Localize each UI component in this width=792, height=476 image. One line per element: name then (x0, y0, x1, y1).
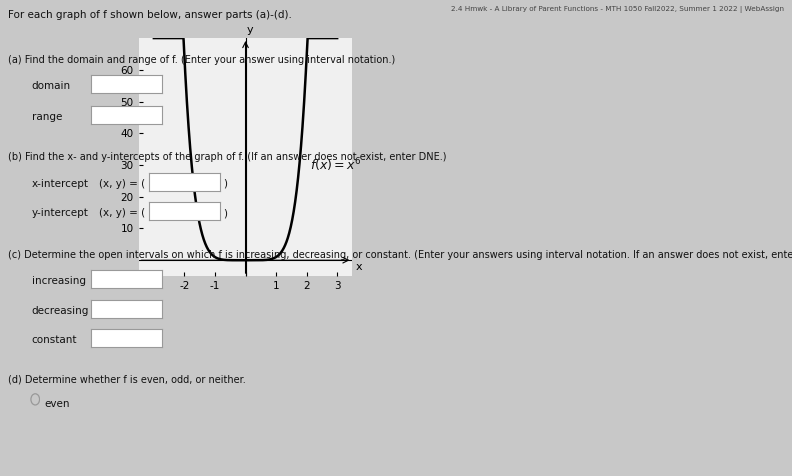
Text: ): ) (223, 178, 227, 188)
Text: even: even (44, 399, 70, 409)
Text: (x, y) = (: (x, y) = ( (99, 178, 145, 188)
Text: domain: domain (32, 81, 70, 91)
Text: x: x (356, 261, 362, 272)
Text: increasing: increasing (32, 276, 86, 286)
Text: 2.4 Hmwk - A Library of Parent Functions - MTH 1050 Fall2022, Summer 1 2022 | We: 2.4 Hmwk - A Library of Parent Functions… (451, 6, 784, 13)
Text: (c) Determine the open intervals on which f is increasing, decreasing, or consta: (c) Determine the open intervals on whic… (8, 250, 792, 260)
Text: ): ) (223, 208, 227, 218)
Text: (b) Find the x- and y-intercepts of the graph of f. (If an answer does not exist: (b) Find the x- and y-intercepts of the … (8, 152, 447, 162)
Text: constant: constant (32, 335, 77, 345)
Text: y: y (247, 25, 253, 35)
Text: x-intercept: x-intercept (32, 178, 89, 188)
Text: range: range (32, 112, 62, 122)
Text: (a) Find the domain and range of f. (Enter your answer using interval notation.): (a) Find the domain and range of f. (Ent… (8, 55, 395, 65)
Text: y-intercept: y-intercept (32, 208, 89, 218)
Text: (x, y) = (: (x, y) = ( (99, 208, 145, 218)
Text: (d) Determine whether f is even, odd, or neither.: (d) Determine whether f is even, odd, or… (8, 374, 246, 384)
Text: $f(x) = x^6$: $f(x) = x^6$ (310, 156, 361, 174)
Text: decreasing: decreasing (32, 306, 89, 316)
Text: For each graph of f shown below, answer parts (a)-(d).: For each graph of f shown below, answer … (8, 10, 291, 20)
